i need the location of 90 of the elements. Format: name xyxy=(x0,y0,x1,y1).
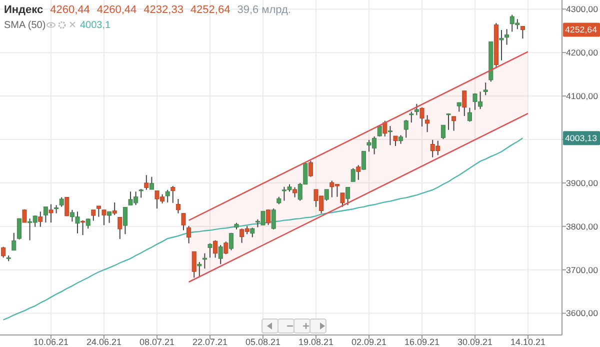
candlestick xyxy=(456,102,462,112)
x-tick-label: 24.06.21 xyxy=(86,337,122,347)
candlestick xyxy=(446,112,451,130)
candlestick xyxy=(440,124,446,140)
candlestick xyxy=(414,103,419,116)
annotation: 4003,1 xyxy=(80,20,112,31)
candlestick xyxy=(16,218,22,240)
candlestick xyxy=(308,160,313,178)
candlestick xyxy=(404,119,408,138)
candlestick xyxy=(467,107,472,122)
candlestick xyxy=(520,26,525,40)
x-tick-label: 02.09.21 xyxy=(351,337,387,347)
line-series xyxy=(2,138,524,320)
y-tick-label: 4100,00 xyxy=(566,91,598,101)
candlestick xyxy=(181,212,186,231)
candlestick xyxy=(96,205,101,218)
candlestick xyxy=(149,176,154,190)
candlestick xyxy=(176,198,180,214)
y-tick-label: 3800,00 xyxy=(566,221,598,232)
candlestick xyxy=(38,211,43,228)
candlestick xyxy=(250,227,255,238)
x-tick-label: 16.09.21 xyxy=(404,337,440,347)
y-tick-label: 3600,00 xyxy=(566,308,598,318)
candlestick xyxy=(22,208,27,223)
candlestick xyxy=(388,126,392,146)
candlestick xyxy=(377,126,382,137)
candlestick xyxy=(48,204,54,223)
candlestick xyxy=(382,120,388,137)
candlestick xyxy=(420,106,424,127)
candlestick xyxy=(346,186,350,206)
candlestick xyxy=(12,232,16,251)
candlestick xyxy=(43,206,48,223)
x-tick-label: 10.06.21 xyxy=(33,337,69,347)
text: SMA (50) xyxy=(4,20,46,31)
annotation: 4252,64 xyxy=(190,4,230,16)
candlestick xyxy=(192,251,196,278)
x-tick-label: 08.07.21 xyxy=(139,337,175,347)
candlestick xyxy=(122,206,128,235)
candlestick xyxy=(64,196,70,216)
y-tick-label: 3700,00 xyxy=(566,264,598,275)
candlestick xyxy=(102,209,106,226)
text: 4003,13 xyxy=(565,133,598,144)
candlestick xyxy=(393,136,398,146)
x-tick-label: 22.07.21 xyxy=(192,337,228,347)
candlestick xyxy=(59,196,64,208)
candlestick xyxy=(356,164,361,180)
candlestick xyxy=(80,220,86,236)
candlestick xyxy=(218,244,223,265)
candlestick xyxy=(483,82,488,96)
candlestick xyxy=(224,241,228,255)
annotation: 4260,44 xyxy=(96,4,137,16)
candlestick xyxy=(499,29,504,61)
candlestick xyxy=(462,90,467,117)
annotation: 4260,44 xyxy=(50,4,90,16)
candlestick xyxy=(197,262,202,278)
candlestick xyxy=(86,218,90,230)
candlestick xyxy=(144,174,149,190)
candlestick xyxy=(425,114,430,133)
y-tick-label: 3900,00 xyxy=(566,178,598,188)
candlestick xyxy=(118,216,122,240)
x-tick-label: 30.09.21 xyxy=(457,337,493,347)
candlestick xyxy=(409,111,414,124)
candlestick xyxy=(165,189,170,203)
candlestick xyxy=(361,150,366,170)
candlestick xyxy=(170,185,176,204)
y-tick-label: 4300,00 xyxy=(566,4,598,14)
text: 4252,64 xyxy=(565,24,598,35)
candlestick xyxy=(266,208,271,226)
x-tick-label: 14.10.21 xyxy=(510,337,546,347)
annotation: 4232,33 xyxy=(144,4,184,16)
candlestick xyxy=(452,116,456,132)
candlestick xyxy=(324,188,329,202)
candlestick xyxy=(292,186,298,198)
candlestick xyxy=(350,168,356,182)
candlestick xyxy=(228,232,234,251)
y-tick-label: 4200,00 xyxy=(566,48,598,58)
x-tick-label: 19.08.21 xyxy=(298,337,334,347)
candlestick xyxy=(112,202,117,216)
candlestick xyxy=(504,28,510,46)
chart-title: Индекс xyxy=(4,4,44,16)
candlestick xyxy=(271,208,276,230)
x-tick-label: 05.08.21 xyxy=(245,337,281,347)
candlestick xyxy=(186,225,192,244)
candlestick xyxy=(208,242,212,258)
annotation: 39,6 млрд. xyxy=(237,4,291,16)
candlestick xyxy=(340,192,345,208)
candlestick xyxy=(1,246,6,258)
candlestick xyxy=(107,211,112,224)
candlestick xyxy=(213,240,218,258)
candlestick xyxy=(91,209,96,222)
